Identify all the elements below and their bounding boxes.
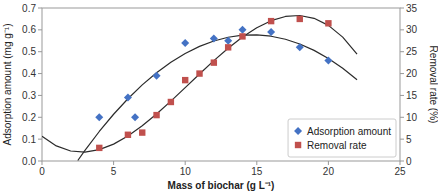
y2-tick-label: 0 (406, 156, 412, 167)
y-tick (38, 117, 42, 118)
plot-frame (42, 8, 400, 161)
legend-box (288, 119, 396, 157)
point (238, 26, 246, 34)
legend-marker (294, 127, 302, 135)
y2-tick (400, 139, 404, 140)
y-tick (38, 51, 42, 52)
y2-tick (400, 73, 404, 74)
y-tick-label: 0.7 (22, 3, 36, 14)
point (168, 99, 174, 105)
y-tick (38, 29, 42, 30)
x-tick (185, 161, 186, 165)
y2-tick (400, 29, 404, 30)
y-tick-label: 0.5 (22, 46, 36, 57)
legend-label: Removal rate (307, 140, 367, 151)
point (224, 37, 232, 45)
y-tick (38, 139, 42, 140)
y2-tick (400, 51, 404, 52)
point (211, 59, 217, 65)
x-tick-label: 10 (180, 166, 192, 177)
y2-axis-label: Removal rate (%) (428, 46, 438, 124)
x-tick-label: 25 (394, 166, 406, 177)
x-tick-label: 5 (111, 166, 117, 177)
y-tick-label: 0.1 (22, 134, 36, 145)
point (96, 145, 102, 151)
legend: Adsorption amount Removal rate (288, 119, 396, 157)
y2-tick-label: 20 (406, 68, 418, 79)
y-tick (38, 73, 42, 74)
point (131, 113, 139, 121)
point (95, 113, 103, 121)
x-tick-label: 0 (39, 166, 45, 177)
y2-tick (400, 8, 404, 9)
x-tick (113, 161, 114, 165)
y2-tick-label: 15 (406, 90, 418, 101)
y-tick-label: 0.3 (22, 90, 36, 101)
y2-tick-label: 25 (406, 46, 418, 57)
point (239, 33, 245, 39)
point (296, 43, 304, 51)
y2-tick-label: 5 (406, 134, 412, 145)
x-tick (400, 161, 401, 165)
x-tick (42, 161, 43, 165)
point (267, 28, 275, 36)
y2-tick (400, 117, 404, 118)
point (125, 132, 131, 138)
point (124, 94, 132, 102)
x-tick (328, 161, 329, 165)
point (268, 18, 274, 24)
y2-tick-label: 35 (406, 3, 418, 14)
point (153, 112, 159, 118)
legend-label: Adsorption amount (307, 126, 391, 137)
y2-tick (400, 161, 404, 162)
x-axis-label: Mass of biochar (g L⁻¹) (168, 180, 275, 191)
chart: 0 5 10 15 20 25 0.0 0.1 0.2 0.3 0.4 0.5 0.6 0.7 0 5 10 15… (0, 0, 438, 193)
point (139, 129, 145, 135)
y-tick-label: 0.2 (22, 112, 36, 123)
legend-marker (295, 142, 301, 148)
y-tick (38, 161, 42, 162)
point (153, 72, 161, 80)
point (210, 35, 218, 43)
x-tick-label: 15 (251, 166, 263, 177)
y-tick-label: 0.0 (22, 156, 36, 167)
point (182, 77, 188, 83)
y2-tick (400, 95, 404, 96)
point (325, 20, 331, 26)
y-tick (38, 8, 42, 9)
y-tick (38, 95, 42, 96)
x-tick-label: 20 (323, 166, 335, 177)
point (196, 70, 202, 76)
y-tick-label: 0.4 (22, 68, 36, 79)
point (225, 44, 231, 50)
y-axis-label: Adsorption amount (mg g⁻¹) (2, 24, 13, 146)
point (324, 56, 332, 64)
y-tick-label: 0.6 (22, 24, 36, 35)
y2-tick-label: 10 (406, 112, 418, 123)
x-tick (256, 161, 257, 165)
axes: 0 5 10 15 20 25 0.0 0.1 0.2 0.3 0.4 0.5 0.6 0.7 0 5 10 15… (22, 3, 417, 178)
point (181, 39, 189, 47)
y2-tick-label: 30 (406, 24, 418, 35)
point (297, 16, 303, 22)
